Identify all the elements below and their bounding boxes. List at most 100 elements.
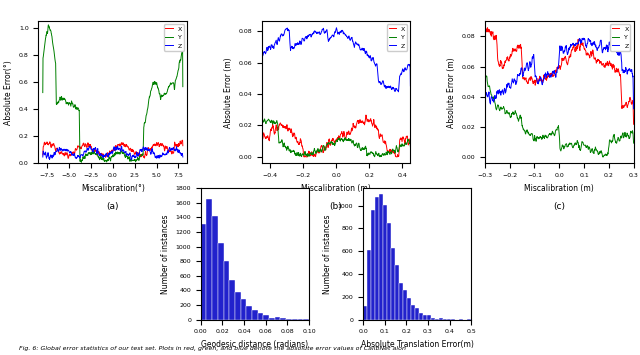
Y [604,152,611,156]
X [552,68,559,72]
Y-axis label: Number of instances: Number of instances [323,214,332,294]
Bar [218,243,223,320]
Bar [411,305,415,320]
Bar [423,315,427,320]
Line: Z: Z [43,146,183,160]
X [132,151,140,155]
Text: Fig. 6: Global error statistics of our test set. Plots in red, green, and blue d: Fig. 6: Global error statistics of our t… [19,346,406,351]
Z [75,154,83,159]
Y-axis label: Number of instances: Number of instances [161,214,170,294]
Bar [383,204,387,320]
Bar [415,308,419,320]
X [484,26,492,30]
Legend: X, Y, Z: X, Y, Z [164,24,184,50]
X [339,131,346,136]
Bar [407,298,411,320]
Z [339,28,346,33]
Bar [379,195,383,320]
Z [39,155,47,159]
Bar [269,318,275,320]
Y [380,153,388,157]
Legend: X, Y, Z: X, Y, Z [610,24,630,50]
Z [102,151,110,155]
Z [579,36,587,40]
Bar [241,299,246,320]
Y-axis label: Absolute Error (m): Absolute Error (m) [447,57,456,127]
Legend: X, Y, Z: X, Y, Z [387,24,407,50]
X [627,97,634,101]
Y [45,23,52,27]
Y [330,142,337,146]
Z [627,69,634,73]
Y [103,160,111,164]
Y [145,99,152,103]
Y [562,142,570,146]
X [179,138,186,142]
Y [329,141,337,145]
Y [599,155,607,159]
Y [39,91,47,95]
Bar [387,223,391,320]
Y [481,106,489,111]
Z [179,155,187,159]
Y [133,158,141,162]
X [604,62,611,66]
Bar [229,279,235,320]
X [380,140,388,144]
Bar [363,306,367,320]
X [258,142,266,146]
Z [552,70,560,75]
Z [570,42,577,46]
Y [77,160,85,164]
Line: Z: Z [262,28,410,105]
Bar [371,211,375,320]
Bar [212,216,218,320]
X [329,137,337,141]
X [562,55,570,60]
Bar [399,283,403,320]
X-axis label: Miscalibration(°): Miscalibration(°) [81,184,145,192]
Bar [286,319,292,320]
Y [260,117,268,121]
Y [179,84,187,89]
Bar [439,318,444,320]
Bar [223,261,229,320]
Line: Y: Y [262,119,410,157]
Text: (a): (a) [106,202,119,211]
Y [347,138,355,143]
Y [122,154,130,158]
X [362,113,370,117]
X [347,132,355,136]
X [553,69,561,73]
Y [483,74,490,78]
Y [627,129,634,133]
Z [328,33,336,37]
Z [330,34,337,38]
Bar [264,315,269,320]
X [75,145,83,149]
Bar [435,319,439,320]
Text: (c): (c) [553,202,565,211]
Z [406,84,414,88]
X [64,156,72,160]
Y [570,144,577,148]
Bar [391,247,395,320]
Y-axis label: Absolute Error(°): Absolute Error(°) [4,60,13,125]
Z [333,26,340,30]
Line: Y: Y [43,25,183,162]
Y [406,145,414,149]
X-axis label: Absolute Translation Error(m): Absolute Translation Error(m) [361,340,474,349]
X [64,153,72,157]
Z [64,149,72,153]
Z [347,38,355,42]
Z [145,148,152,152]
Line: Z: Z [485,38,634,119]
Z [118,144,125,148]
Line: X: X [485,28,634,124]
Y [339,138,346,142]
X [404,135,412,139]
Y [552,128,559,132]
Bar [431,318,435,320]
Y [404,140,412,144]
Bar [292,319,298,320]
